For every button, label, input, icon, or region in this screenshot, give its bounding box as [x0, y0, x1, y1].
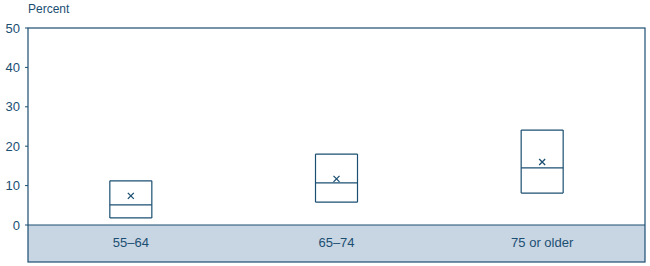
y-tick-label: 50 [6, 21, 20, 36]
box-top [110, 180, 152, 181]
x-tick-label: 75 or older [511, 235, 574, 250]
mean-marker [128, 193, 134, 199]
plot-marks [110, 130, 563, 218]
box-side [563, 130, 564, 193]
box-side [109, 181, 110, 218]
box [316, 154, 358, 202]
y-tick-label: 10 [6, 178, 20, 193]
y-tick-label: 40 [6, 60, 20, 75]
category-band [28, 225, 645, 262]
mean-marker [539, 159, 545, 165]
x-tick-label: 55–64 [113, 235, 149, 250]
box [521, 130, 563, 193]
median-line [110, 204, 152, 205]
median-line [316, 182, 358, 183]
box-side [315, 154, 316, 202]
mean-marker [334, 176, 340, 182]
plot-frame [28, 28, 645, 262]
box [110, 181, 152, 218]
box-bottom [521, 192, 563, 193]
y-tick-label: 30 [6, 99, 20, 114]
box-side [151, 181, 152, 218]
box-side [521, 130, 522, 193]
x-axis-line [28, 224, 645, 225]
y-axis-label: Percent [28, 2, 70, 16]
y-tick-label: 20 [6, 139, 20, 154]
box-top [521, 129, 563, 130]
box-bottom [316, 202, 358, 203]
chart: 0 10 20 30 40 50 Percent 55–64 65–74 75 or older [0, 0, 650, 266]
median-line [521, 167, 563, 168]
y-tick-label: 0 [13, 218, 20, 233]
x-tick-label: 65–74 [318, 235, 354, 250]
box-bottom [110, 217, 152, 218]
box-top [316, 153, 358, 154]
box-side [357, 154, 358, 202]
